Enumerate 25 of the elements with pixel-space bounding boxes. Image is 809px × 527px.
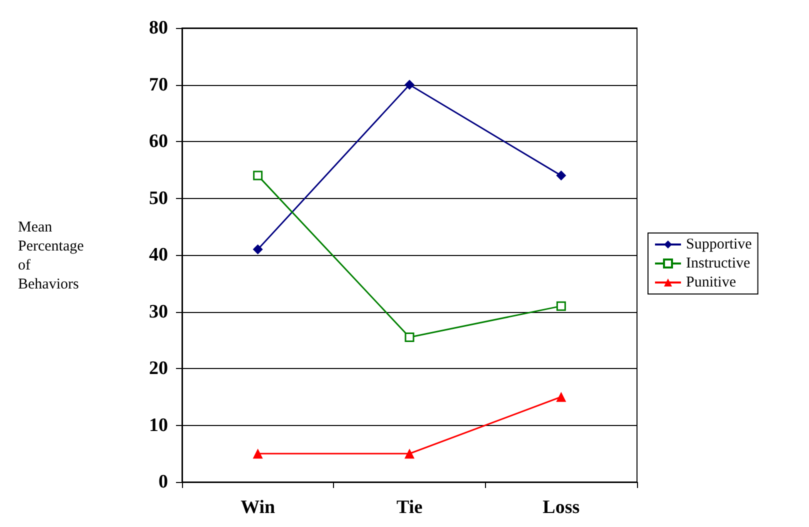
point xyxy=(556,301,566,311)
legend-label: Punitive xyxy=(686,274,736,290)
y-tick-label: 60 xyxy=(149,131,168,152)
point xyxy=(556,170,566,181)
y-tick-label: 30 xyxy=(149,301,168,322)
y-tick-label: 20 xyxy=(149,358,168,379)
point xyxy=(556,392,566,402)
point xyxy=(404,448,414,459)
y-tick-label: 0 xyxy=(158,472,168,492)
point xyxy=(253,170,263,180)
point xyxy=(252,448,263,459)
y-tick-label: 10 xyxy=(149,414,168,436)
x-tick-label: Loss xyxy=(542,497,580,518)
x-tick-label: Win xyxy=(240,497,276,518)
y-tick-label: 70 xyxy=(149,74,168,96)
legend-label: Instructive xyxy=(686,256,750,272)
legend-label: Supportive xyxy=(686,236,752,252)
y-tick-label: 80 xyxy=(149,18,168,38)
y-tick-label: 40 xyxy=(149,244,168,266)
point xyxy=(252,244,263,254)
point xyxy=(404,332,414,342)
y-tick-label: 50 xyxy=(149,188,168,209)
y-axis-title: Mean Percentage of Behaviors xyxy=(18,220,84,292)
x-tick-label: Tie xyxy=(396,497,423,518)
point xyxy=(404,80,414,90)
